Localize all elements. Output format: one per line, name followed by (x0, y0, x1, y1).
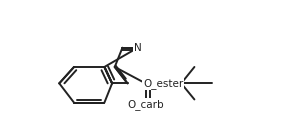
Text: N: N (134, 43, 142, 53)
Text: O_ester: O_ester (143, 78, 183, 89)
Text: O_carb: O_carb (127, 99, 164, 110)
